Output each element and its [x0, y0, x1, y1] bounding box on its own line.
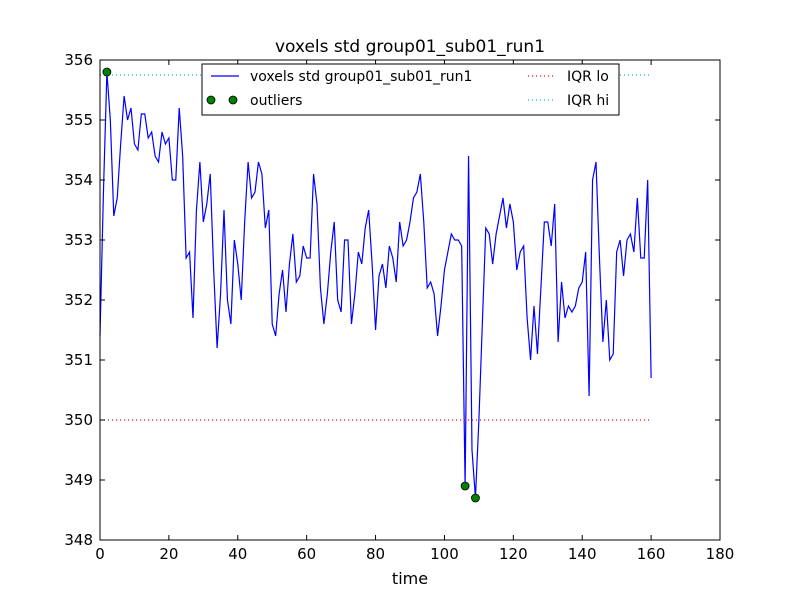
y-tick-label: 349 — [64, 471, 93, 489]
legend-label-outliers: outliers — [250, 93, 302, 109]
legend-label-iqr-hi: IQR hi — [567, 93, 609, 109]
y-tick-label: 354 — [64, 171, 93, 189]
x-axis-label: time — [392, 569, 428, 588]
y-tick-label: 356 — [64, 51, 93, 69]
x-tick-label: 40 — [228, 545, 247, 563]
series-line-voxels-std — [99, 71, 652, 499]
legend-label-iqr-lo: IQR lo — [567, 69, 609, 85]
x-tick-label: 100 — [430, 545, 459, 563]
legend-outlier-marker-2 — [228, 95, 238, 105]
x-tick-label: 180 — [706, 545, 735, 563]
x-tick-label: 20 — [159, 545, 178, 563]
x-tick-label: 0 — [95, 545, 105, 563]
x-tick-label: 60 — [297, 545, 316, 563]
legend-label-voxels: voxels std group01_sub01_run1 — [250, 69, 472, 85]
chart-title: voxels std group01_sub01_run1 — [275, 37, 545, 57]
plot-area — [100, 60, 720, 540]
y-tick-label: 348 — [64, 531, 93, 549]
outlier-point — [102, 67, 112, 77]
outlier-point — [471, 493, 480, 503]
series-layer — [99, 67, 652, 503]
y-tick-label: 351 — [64, 351, 93, 369]
y-tick-label: 355 — [64, 111, 93, 129]
legend-box — [201, 63, 620, 116]
y-tick-label: 352 — [64, 291, 93, 309]
ticks-layer: 0 20 40 60 80 100 120 140 160 180 348 349 350 351 352 3… — [64, 51, 734, 563]
x-tick-label: 140 — [568, 545, 597, 563]
outlier-point — [460, 481, 470, 491]
x-tick-label: 80 — [366, 545, 385, 563]
x-tick-label: 120 — [499, 545, 528, 563]
legend: voxels std group01_sub01_run1 outliers I… — [201, 63, 620, 116]
x-tick-label: 160 — [637, 545, 666, 563]
y-tick-label: 353 — [64, 231, 93, 249]
y-tick-label: 350 — [64, 411, 93, 429]
legend-outlier-marker-1 — [206, 95, 216, 105]
